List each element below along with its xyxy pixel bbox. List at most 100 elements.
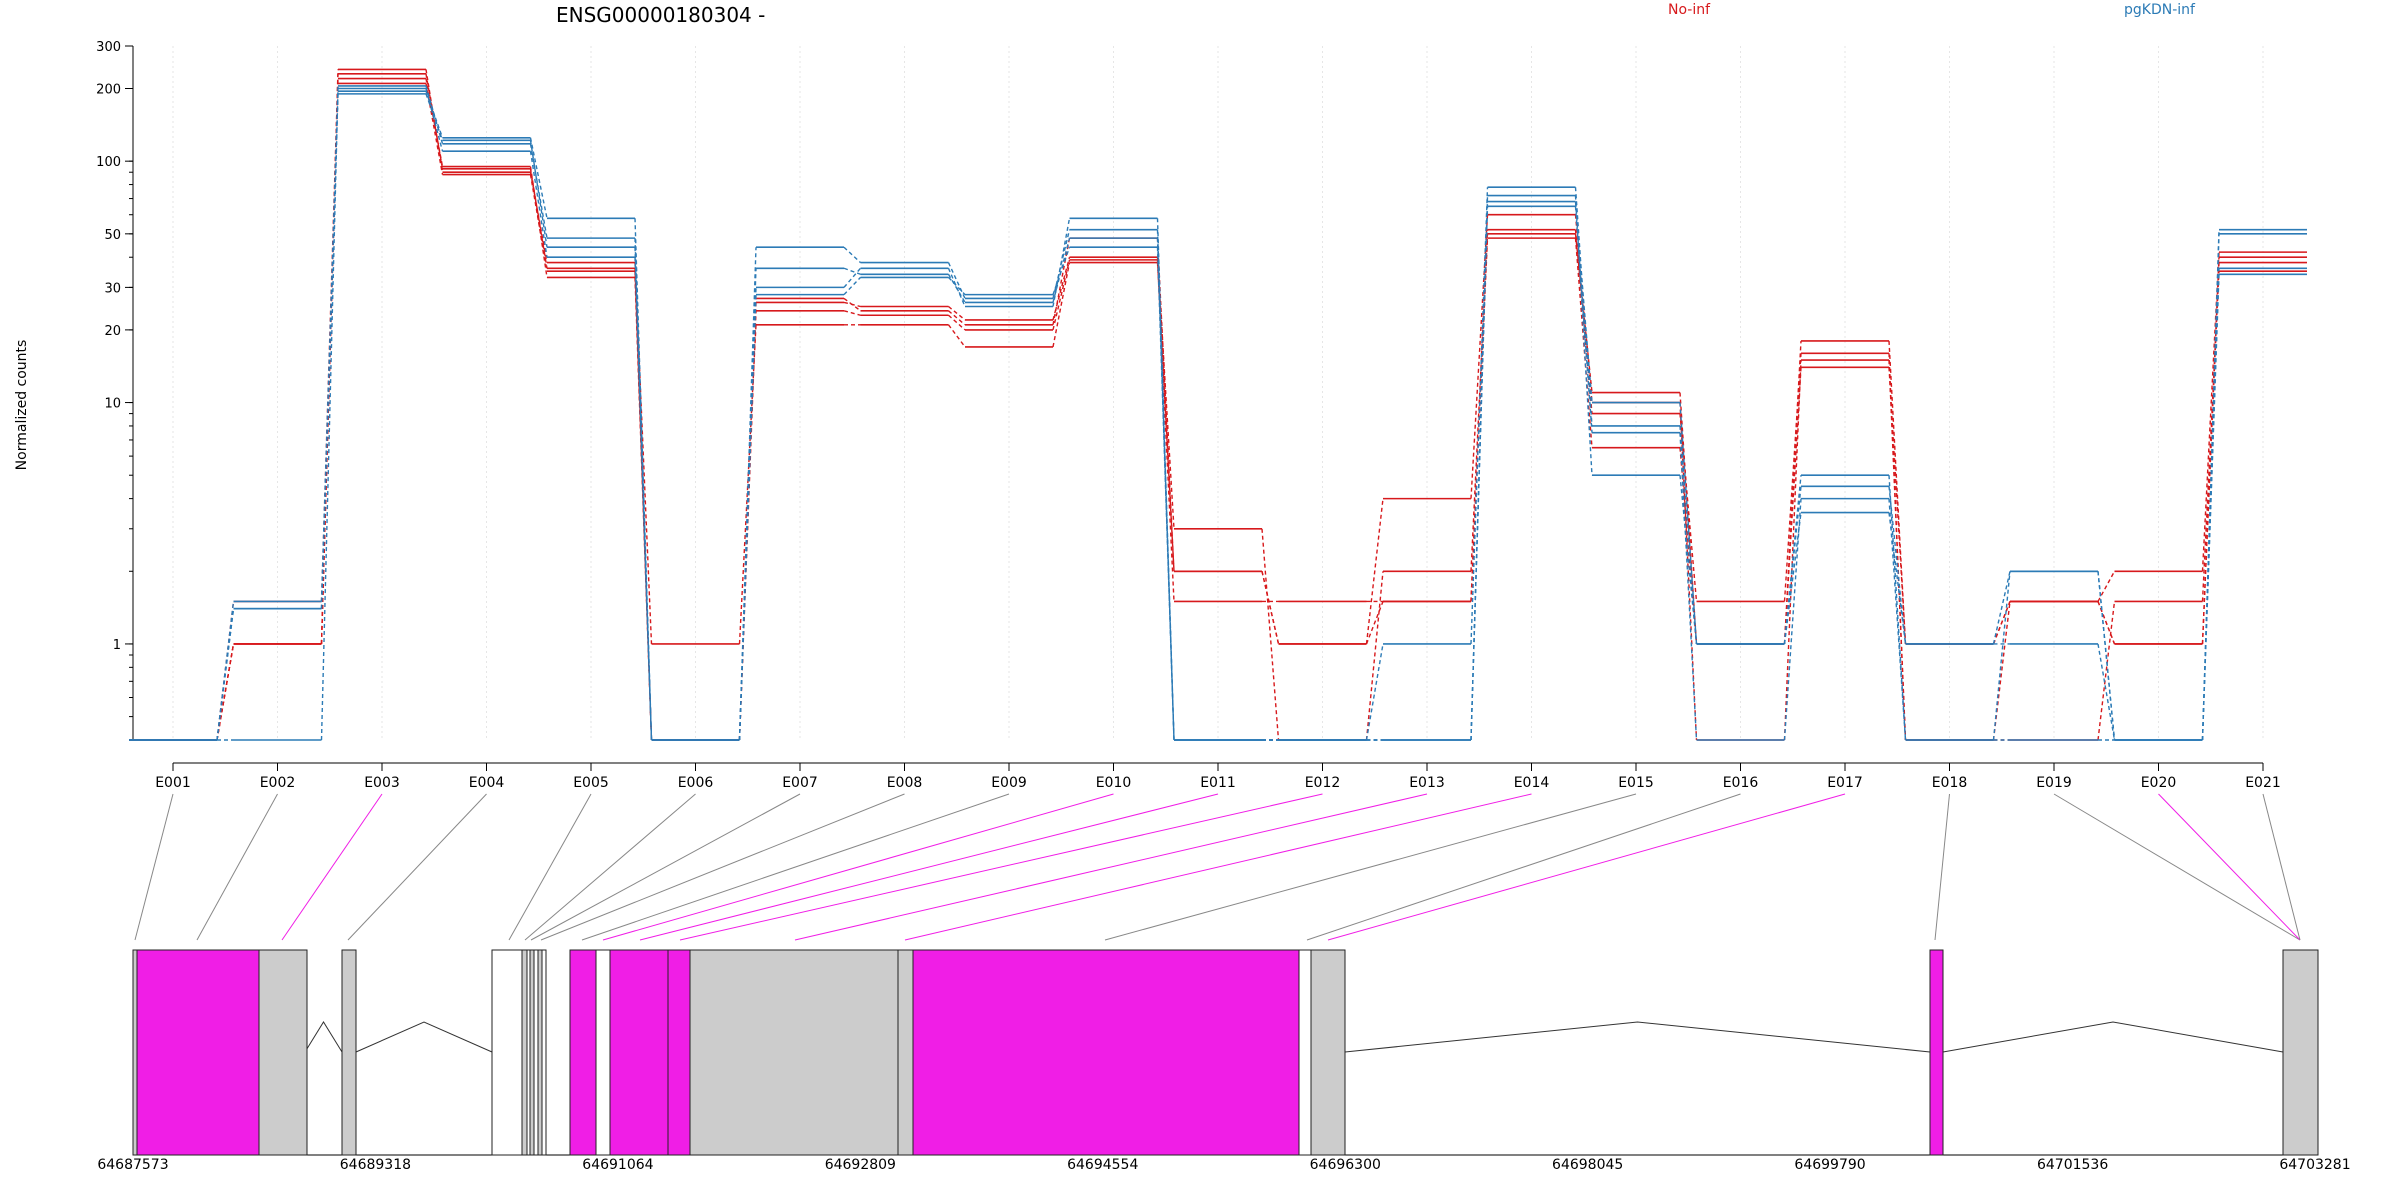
coordinate-tick-label: 64692809	[825, 1157, 896, 1173]
x-tick-label-e010: E010	[1096, 775, 1132, 791]
exon-block-differential	[1929, 949, 1944, 1156]
exon-block-constant	[341, 949, 357, 1156]
exon-block-differential	[569, 949, 597, 1156]
intron-line	[1344, 1021, 1931, 1053]
x-tick-label-e008: E008	[887, 775, 923, 791]
exon-connectors	[134, 793, 2301, 941]
x-tick-label-e002: E002	[260, 775, 296, 791]
coordinate-tick-label: 64699790	[1794, 1157, 1865, 1173]
y-tick-label: 30	[104, 281, 121, 296]
series-connector	[1992, 571, 2011, 645]
series-connector	[634, 257, 653, 741]
series-connector	[1679, 432, 1698, 741]
coordinate-tick-label: 64691064	[582, 1157, 653, 1173]
legend-pgkdn-inf: pgKDN-inf	[2124, 2, 2196, 18]
exon-block-empty	[533, 949, 539, 1156]
series-connector	[2097, 570, 2116, 602]
x-tick-label-e013: E013	[1409, 775, 1445, 791]
series-pgkdn-inf-7	[129, 87, 2307, 741]
exon-block-constant	[897, 949, 914, 1156]
exon-connector-e020	[2158, 793, 2301, 941]
y-tick-label: 50	[104, 228, 121, 243]
series-connector	[2097, 571, 2116, 741]
exon-connector-e002	[196, 793, 278, 941]
series-connector	[320, 88, 339, 741]
series-connector	[948, 310, 966, 326]
series-connector	[634, 247, 653, 741]
series-connector	[1052, 218, 1071, 307]
x-tick-label-e015: E015	[1618, 775, 1654, 791]
series-connector	[1365, 498, 1384, 645]
series-connector	[738, 247, 757, 741]
exon-block-constant	[2282, 949, 2319, 1156]
intron-line	[304, 1021, 343, 1053]
series-connector	[1052, 247, 1071, 295]
exon-block-constant	[132, 949, 138, 1156]
exon-connector-e011	[639, 793, 1219, 941]
exon-block-differential	[667, 949, 691, 1156]
y-tick-label: 10	[104, 397, 121, 412]
series-connector	[2201, 274, 2220, 741]
x-tick-label-e001: E001	[155, 775, 191, 791]
series-connector	[1470, 187, 1489, 644]
exon-connector-e018	[1934, 793, 1950, 941]
series-connector	[843, 310, 861, 316]
exon-block-differential	[609, 949, 669, 1156]
intron-line	[1942, 1021, 2284, 1053]
coordinate-tick-label: 64703281	[2279, 1157, 2350, 1173]
series-connector	[425, 73, 444, 169]
series-connector	[1365, 601, 1384, 645]
exon-connector-e013	[794, 793, 1428, 941]
series-connector	[1783, 340, 1802, 644]
x-tick-label-e005: E005	[573, 775, 609, 791]
intron-line	[355, 1021, 493, 1053]
series-connector	[1783, 360, 1802, 741]
exon-connector-e010	[602, 793, 1114, 941]
series-connector	[1052, 259, 1071, 331]
exon-block-constant	[258, 949, 308, 1156]
series-connector	[216, 601, 235, 741]
series-connector	[1888, 498, 1907, 741]
series-connector	[425, 88, 444, 152]
series-connector	[2097, 601, 2116, 741]
series-connector	[2097, 643, 2116, 741]
series-connector	[1992, 601, 2011, 645]
series-connector	[1574, 206, 1593, 433]
y-tick-label: 200	[96, 83, 121, 98]
exon-connector-e012	[679, 793, 1323, 941]
axes: 1 10 20 30 50 100 200 300 E001 E002 E003 E004 E005 E0…	[96, 40, 2281, 791]
exon-block-empty	[595, 949, 611, 1156]
gene-model: 64687573 64689318 64691064 64692809 64694554…	[97, 949, 2351, 1173]
coordinate-tick-label: 64696300	[1310, 1157, 1381, 1173]
series-connector	[1888, 475, 1907, 741]
y-tick-label: 300	[96, 40, 121, 55]
series-connector	[1470, 214, 1489, 499]
series-connector	[1888, 360, 1907, 741]
exon-block-empty	[1298, 949, 1312, 1156]
exon-block-constant	[529, 949, 535, 1156]
y-axis-label: Normalized counts	[14, 340, 30, 471]
series-connector	[529, 143, 548, 239]
exon-connector-e019	[2053, 793, 2301, 941]
coordinate-tick-label: 64687573	[97, 1157, 168, 1173]
x-tick-label-e021: E021	[2245, 775, 2281, 791]
exon-connector-e007	[530, 793, 801, 941]
y-tick-label: 100	[96, 155, 121, 170]
series-connector	[1052, 262, 1071, 348]
series-connector	[529, 174, 548, 272]
exon-connector-e008	[540, 793, 905, 941]
x-tick-label-e004: E004	[469, 775, 505, 791]
exon-block-empty	[541, 949, 547, 1156]
coordinate-tick-label: 64689318	[340, 1157, 411, 1173]
exon-connector-e009	[581, 793, 1010, 941]
coordinate-tick-label: 64698045	[1552, 1157, 1623, 1173]
exon-block-empty	[491, 949, 523, 1156]
exon-connector-e003	[281, 793, 383, 941]
series-connector	[1783, 498, 1802, 741]
series-connector	[1888, 340, 1907, 644]
series-connector	[1365, 571, 1384, 741]
series-connector	[2097, 601, 2116, 645]
x-tick-label-e006: E006	[678, 775, 714, 791]
series-connector	[948, 305, 966, 321]
